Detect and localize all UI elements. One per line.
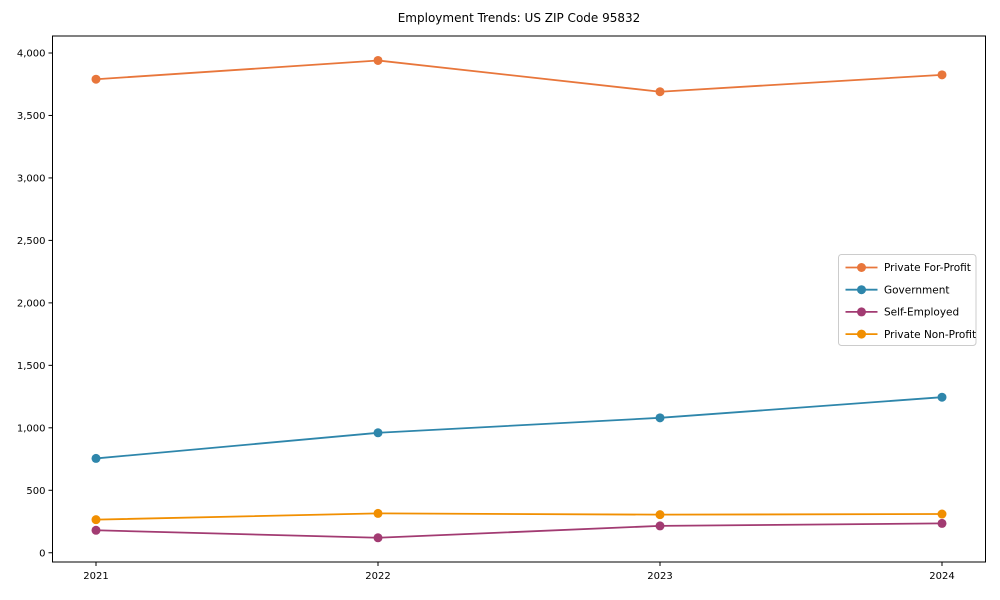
series-government	[91, 392, 947, 463]
plot-area: 0 500 1,000 1,500 2,000 2,500 3,000 3,500 4,000 2…	[17, 35, 986, 582]
plot-border	[52, 35, 986, 563]
legend-box	[838, 254, 977, 346]
data-point-marker	[937, 70, 947, 80]
data-point-marker	[91, 74, 101, 84]
series-self-employed	[91, 518, 947, 543]
chart-title: Employment Trends: US ZIP Code 95832	[398, 11, 641, 25]
series-line	[95, 59, 943, 93]
y-tick-label: 4,000	[17, 48, 46, 59]
data-point-marker	[937, 392, 947, 402]
data-point-marker	[373, 55, 383, 65]
series-private-non-profit	[91, 508, 947, 525]
legend-item-label: Self-Employed	[884, 307, 959, 319]
y-tick-label: 0	[39, 548, 45, 559]
data-point-marker	[91, 453, 101, 463]
legend: Private For-Profit Government Self-Employe…	[838, 254, 977, 346]
y-axis: 0 500 1,000 1,500 2,000 2,500 3,000 3,500 4,000	[17, 48, 53, 559]
data-point-marker	[937, 518, 947, 528]
y-tick-label: 2,000	[17, 298, 46, 309]
x-tick-label: 2022	[365, 571, 390, 582]
data-point-marker	[91, 525, 101, 535]
data-point-marker	[373, 428, 383, 438]
legend-item: Private For-Profit	[845, 262, 971, 274]
y-tick-label: 1,000	[17, 423, 46, 434]
data-point-marker	[91, 515, 101, 525]
data-point-marker	[937, 509, 947, 519]
data-point-marker	[373, 533, 383, 543]
x-axis: 2021 2022 2023 2024	[83, 562, 955, 582]
legend-sample-marker	[857, 329, 866, 339]
data-point-marker	[373, 508, 383, 518]
legend-item: Self-Employed	[845, 307, 959, 319]
series-private-for-profit	[91, 55, 947, 97]
y-tick-label: 3,500	[17, 111, 46, 122]
legend-sample-marker	[857, 263, 866, 272]
legend-item-label: Government	[884, 284, 949, 296]
legend-item-label: Private For-Profit	[884, 262, 971, 274]
y-tick-label: 2,500	[17, 236, 46, 247]
data-point-marker	[655, 87, 665, 97]
data-point-marker	[655, 413, 665, 423]
y-tick-label: 500	[26, 486, 45, 497]
legend-item-label: Private Non-Profit	[884, 329, 976, 341]
x-tick-label: 2021	[83, 571, 108, 582]
data-point-marker	[655, 521, 665, 531]
series-line	[95, 396, 943, 460]
y-tick-label: 1,500	[17, 361, 46, 372]
series-line	[95, 522, 943, 539]
data-point-marker	[655, 510, 665, 520]
legend-item: Government	[845, 284, 949, 296]
x-tick-label: 2023	[647, 571, 672, 582]
legend-sample-marker	[857, 285, 866, 295]
x-tick-label: 2024	[929, 571, 954, 582]
series-line	[95, 512, 943, 521]
legend-item: Private Non-Profit	[845, 329, 976, 341]
y-tick-label: 3,000	[17, 173, 46, 184]
legend-sample-marker	[857, 307, 866, 317]
